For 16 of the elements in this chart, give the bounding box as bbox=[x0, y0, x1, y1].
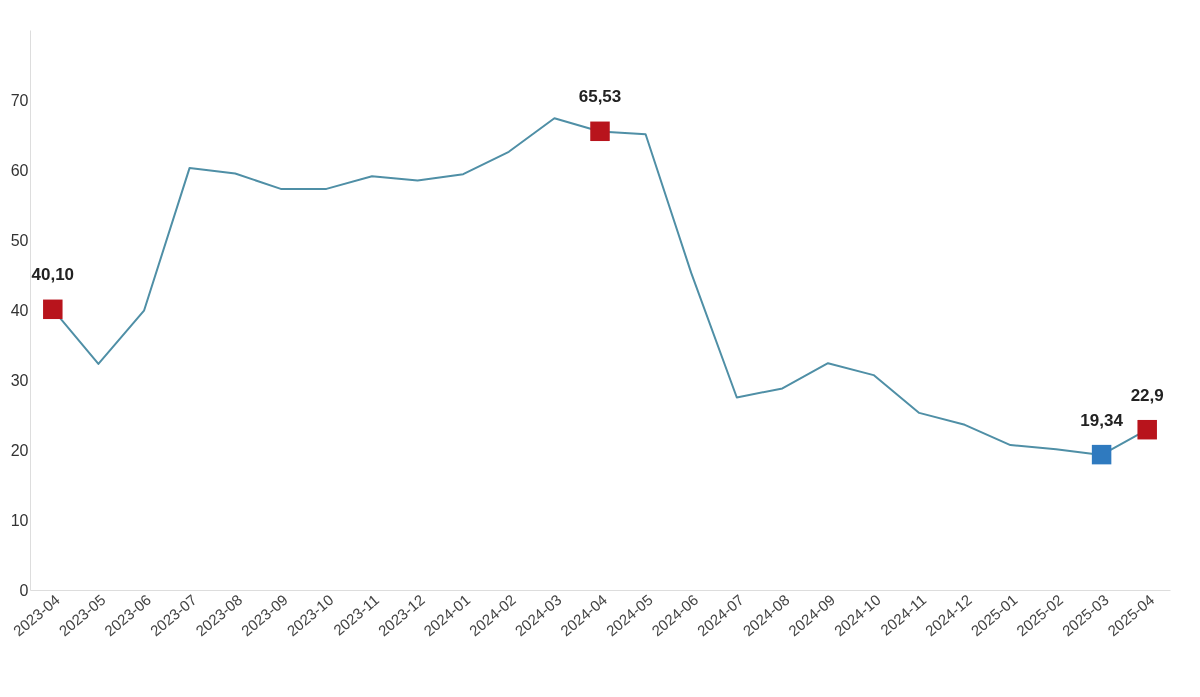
data-label: 65,53 bbox=[578, 87, 622, 107]
y-tick-label: 70 bbox=[10, 91, 29, 109]
y-tick-label: 50 bbox=[10, 231, 29, 249]
data-label: 19,34 bbox=[1080, 410, 1124, 430]
y-tick-label: 0 bbox=[19, 581, 29, 599]
y-tick-label: 30 bbox=[10, 371, 29, 389]
y-tick-label: 10 bbox=[10, 511, 29, 529]
y-tick-label: 20 bbox=[10, 441, 29, 459]
point bbox=[43, 299, 63, 320]
point bbox=[1091, 444, 1112, 465]
y-tick-label: 40 bbox=[10, 301, 29, 319]
data-label: 22,9 bbox=[1130, 385, 1164, 405]
data-label: 40,10 bbox=[31, 265, 75, 285]
point bbox=[1137, 419, 1157, 440]
point bbox=[590, 121, 610, 142]
y-tick-label: 60 bbox=[10, 161, 29, 179]
